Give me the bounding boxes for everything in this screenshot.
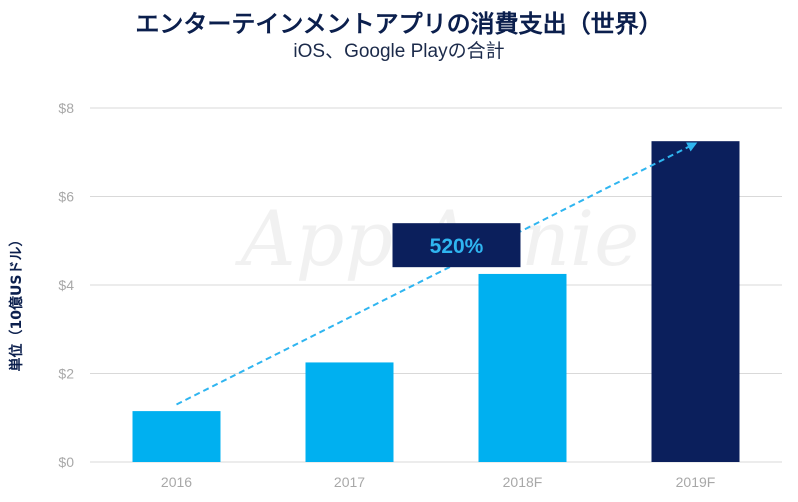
chart-subtitle: iOS、Google Playの合計 xyxy=(293,41,505,62)
annotation-label: 520% xyxy=(430,235,484,258)
y-tick-labels: $0 $2 $4 $6 $8 xyxy=(58,100,74,470)
x-tick-label: 2016 xyxy=(161,474,192,490)
bar-2018f xyxy=(478,273,567,462)
x-tick-label: 2018F xyxy=(503,474,543,490)
x-tick-label: 2017 xyxy=(334,474,365,490)
y-tick-label: $4 xyxy=(58,277,74,293)
x-tick-labels: 2016 2017 2018F 2019F xyxy=(161,474,715,490)
growth-annotation: 520% xyxy=(176,142,698,406)
y-tick-label: $0 xyxy=(58,454,74,470)
y-tick-label: $6 xyxy=(58,189,74,205)
growth-arrow xyxy=(176,142,698,406)
annotation-box xyxy=(392,223,521,268)
y-tick-label: $8 xyxy=(58,100,74,116)
chart-title: エンターテインメントアプリの消費支出（世界） xyxy=(135,10,663,38)
x-tick-label: 2019F xyxy=(676,474,716,490)
bar-2016 xyxy=(132,411,221,462)
y-tick-label: $2 xyxy=(58,366,74,382)
bars xyxy=(132,141,740,462)
bar-2019f xyxy=(651,141,740,462)
bar-2017 xyxy=(305,362,394,462)
